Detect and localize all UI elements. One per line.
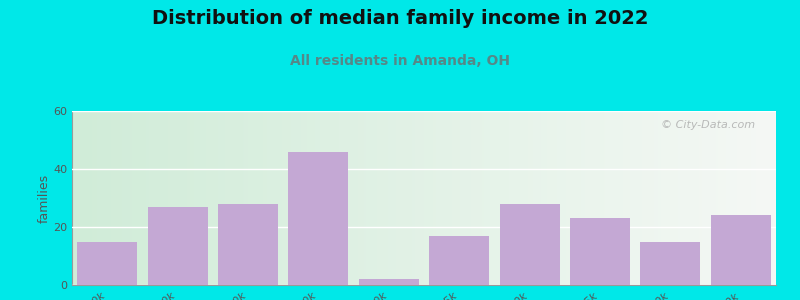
Text: Distribution of median family income in 2022: Distribution of median family income in … (152, 9, 648, 28)
Bar (500, 204, 559, 285)
Text: All residents in Amanda, OH: All residents in Amanda, OH (290, 54, 510, 68)
Text: © City-Data.com: © City-Data.com (661, 120, 755, 130)
Y-axis label: families: families (38, 173, 50, 223)
Bar (570, 218, 630, 285)
Bar (711, 215, 770, 285)
Bar (641, 242, 700, 285)
Bar (430, 236, 489, 285)
Bar (289, 152, 348, 285)
Bar (148, 207, 207, 285)
Bar (359, 279, 418, 285)
Bar (78, 242, 137, 285)
Bar (218, 204, 278, 285)
